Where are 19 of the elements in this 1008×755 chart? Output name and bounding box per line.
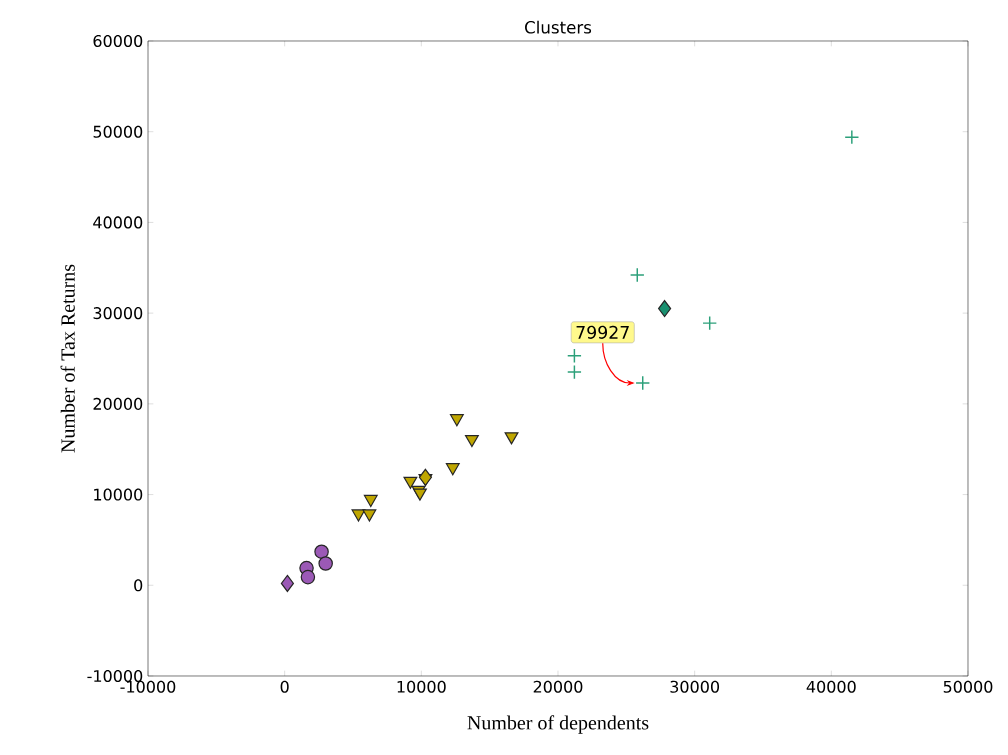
x-tick-label: 40000 xyxy=(806,680,856,693)
y-tick-label: -10000 xyxy=(87,669,143,683)
y-tick-label: 30000 xyxy=(93,307,143,320)
x-tick-label: 20000 xyxy=(533,680,583,693)
annotation: 79927 xyxy=(576,325,629,339)
y-tick-label: 50000 xyxy=(93,125,143,138)
y-tick-label: 0 xyxy=(134,579,143,592)
x-tick-label: 10000 xyxy=(397,680,446,693)
x-axis-title: Number of dependents xyxy=(467,715,649,734)
y-tick-label: 10000 xyxy=(94,488,143,501)
y-tick-label: 20000 xyxy=(93,397,143,410)
x-tick-label: 0 xyxy=(280,680,289,693)
y-tick-label: 40000 xyxy=(93,216,143,229)
x-tick-label: -10000 xyxy=(120,680,176,693)
chart-title: Clusters xyxy=(525,20,592,34)
y-tick-label: 60000 xyxy=(93,34,143,48)
x-tick-label: 30000 xyxy=(670,680,720,693)
y-axis-title: Number of Tax Returns xyxy=(60,264,75,453)
x-tick-label: 50000 xyxy=(943,680,993,693)
